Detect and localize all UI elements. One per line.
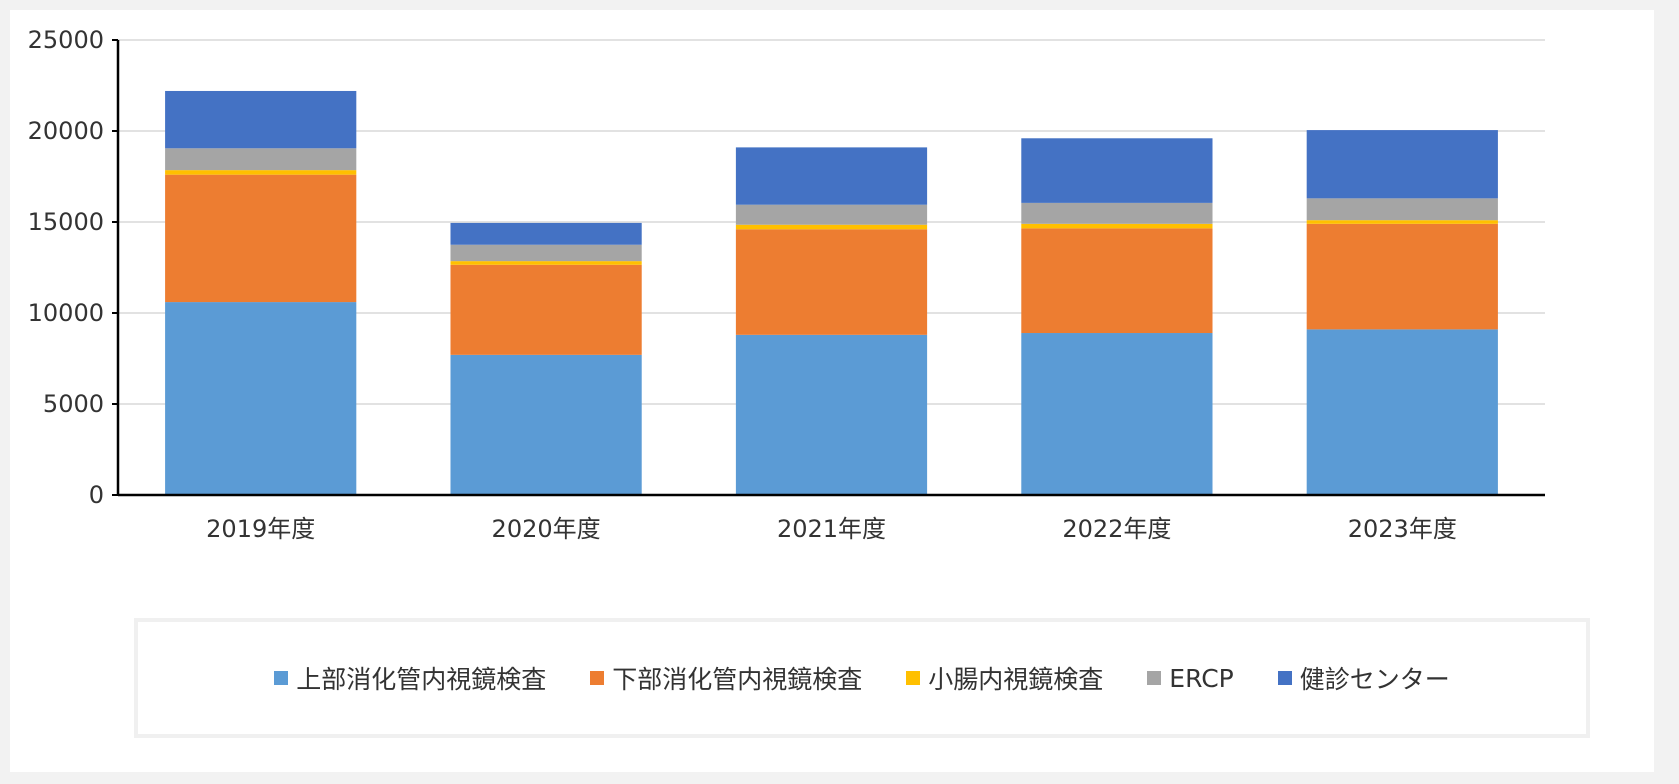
bar-segment (1021, 202, 1213, 224)
x-category-label: 2021年度 (777, 515, 886, 543)
bar-segment (735, 147, 928, 205)
legend-swatch (906, 671, 921, 685)
legend-label: ERCP (1169, 663, 1234, 693)
bar-segment (735, 229, 928, 335)
y-tick-label: 5000 (43, 390, 104, 418)
bar-segment (1306, 130, 1498, 199)
bar-segment (735, 334, 928, 495)
legend-item: 上部消化管内視鏡検査 (274, 660, 546, 696)
legend-swatch (274, 671, 289, 685)
legend-label: 下部消化管内視鏡検査 (612, 665, 863, 694)
x-category-label: 2019年度 (206, 515, 315, 543)
bar-segment (450, 244, 642, 262)
x-category-label: 2020年度 (492, 515, 601, 543)
bar-segment (165, 302, 357, 495)
bar-segment (165, 90, 357, 149)
legend-item: ERCP (1147, 663, 1234, 693)
legend-item: 小腸内視鏡検査 (906, 660, 1103, 696)
bar-segment (1021, 333, 1213, 495)
bar-segment (1306, 198, 1498, 221)
y-tick-label: 25000 (28, 26, 104, 54)
bar-segment (450, 261, 642, 265)
y-tick-label: 20000 (28, 117, 104, 145)
bar-segment (735, 204, 928, 225)
legend: 上部消化管内視鏡検査 下部消化管内視鏡検査 小腸内視鏡検査 ERCP 健診センター (134, 618, 1590, 738)
bar-segment (1021, 228, 1213, 334)
legend-label: 小腸内視鏡検査 (928, 665, 1104, 694)
bar-segment (165, 148, 357, 171)
y-tick-label: 15000 (28, 208, 104, 236)
legend-swatch (590, 671, 605, 685)
bar-segment (165, 174, 357, 303)
bar-segment (1306, 223, 1498, 330)
bar-segment (735, 224, 928, 230)
bar-segment (450, 222, 642, 245)
bar-segment (1306, 329, 1498, 495)
legend-swatch (1277, 671, 1292, 685)
bars (165, 90, 1498, 495)
bar-segment (1021, 138, 1213, 203)
y-tick-label: 0 (89, 481, 104, 509)
x-category-label: 2023年度 (1348, 515, 1457, 543)
stacked-bar-chart: 0 5000 10000 15000 20000 25000 2019年度 2020年度 202… (28, 26, 1545, 543)
bar-segment (450, 264, 642, 355)
axes (112, 39, 1545, 497)
axis-labels: 0 5000 10000 15000 20000 25000 2019年度 2020年度 202… (28, 26, 1457, 543)
legend-item: 健診センター (1277, 660, 1450, 696)
x-category-label: 2022年度 (1062, 515, 1171, 543)
legend-swatch (1147, 671, 1162, 685)
legend-item: 下部消化管内視鏡検査 (590, 660, 862, 696)
y-tick-label: 10000 (28, 299, 104, 327)
bar-segment (165, 170, 357, 175)
bar-segment (450, 354, 642, 495)
bar-segment (1021, 223, 1213, 229)
legend-label: 上部消化管内視鏡検査 (296, 665, 547, 694)
chart-frame: 0 5000 10000 15000 20000 25000 2019年度 2020年度 202… (10, 10, 1654, 772)
bar-segment (1306, 220, 1498, 224)
legend-label: 健診センター (1299, 665, 1450, 694)
